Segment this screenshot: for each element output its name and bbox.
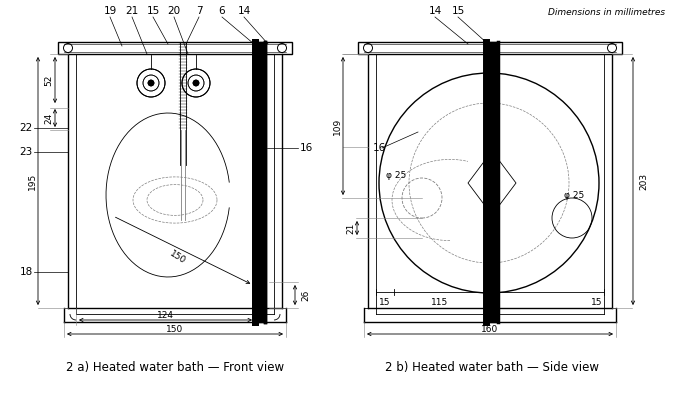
- Text: 14: 14: [428, 6, 441, 16]
- Text: 23: 23: [19, 147, 33, 157]
- Text: 26: 26: [301, 289, 310, 301]
- Text: 2 a) Heated water bath — Front view: 2 a) Heated water bath — Front view: [66, 362, 284, 375]
- Circle shape: [193, 80, 199, 86]
- Circle shape: [193, 80, 199, 86]
- Text: 6: 6: [219, 6, 225, 16]
- Text: 7: 7: [196, 6, 203, 16]
- Text: 109: 109: [333, 118, 341, 135]
- Text: 16: 16: [300, 143, 313, 153]
- Text: 52: 52: [44, 74, 54, 86]
- Circle shape: [148, 80, 154, 86]
- Text: 15: 15: [591, 298, 602, 307]
- Text: 160: 160: [481, 325, 498, 334]
- Circle shape: [148, 80, 154, 86]
- Bar: [58, 42, 292, 54]
- Text: 18: 18: [19, 267, 33, 277]
- Text: 22: 22: [19, 123, 33, 133]
- Text: 24: 24: [44, 112, 54, 124]
- Text: φ 25: φ 25: [564, 191, 584, 200]
- Text: φ 25: φ 25: [386, 171, 406, 180]
- Text: 16: 16: [373, 143, 386, 153]
- Text: 19: 19: [103, 6, 117, 16]
- Bar: [358, 42, 622, 54]
- Text: 12: 12: [255, 310, 265, 320]
- Text: 203: 203: [639, 173, 648, 189]
- Text: 14: 14: [237, 6, 251, 16]
- Text: 21: 21: [125, 6, 139, 16]
- Text: 15: 15: [146, 6, 160, 16]
- Text: 6: 6: [258, 255, 262, 264]
- Text: 124: 124: [157, 310, 174, 320]
- Text: 15: 15: [379, 298, 391, 307]
- Text: 15: 15: [452, 6, 464, 16]
- Text: 150: 150: [169, 249, 188, 265]
- Text: 115: 115: [431, 298, 449, 307]
- Text: 150: 150: [167, 325, 184, 334]
- Text: 21: 21: [347, 222, 356, 234]
- Text: Dimensions in millimetres: Dimensions in millimetres: [548, 8, 665, 17]
- Text: 20: 20: [167, 6, 181, 16]
- Text: 2 b) Heated water bath — Side view: 2 b) Heated water bath — Side view: [385, 362, 599, 375]
- Text: 195: 195: [27, 173, 37, 190]
